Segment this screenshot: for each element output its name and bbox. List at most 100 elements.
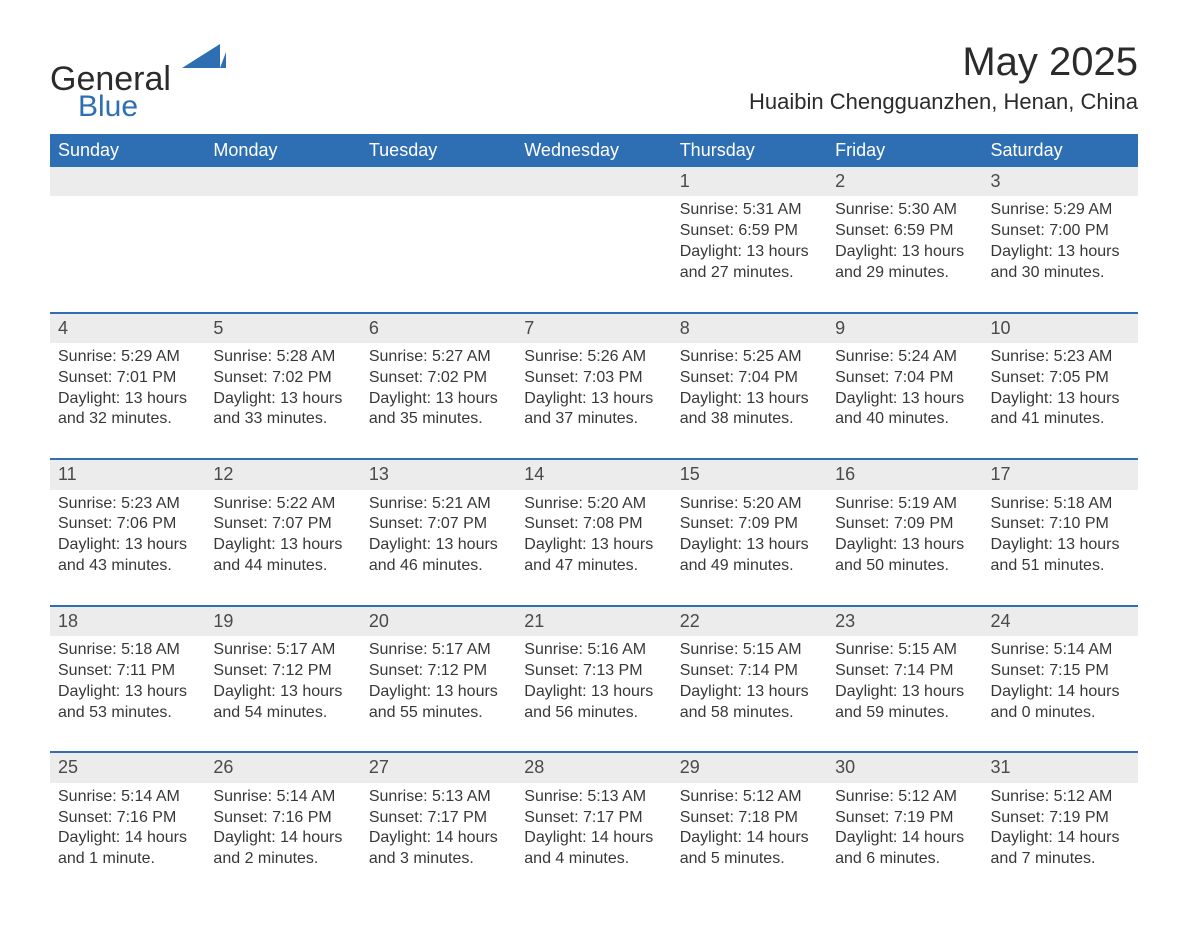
day-cell: Sunrise: 5:12 AMSunset: 7:19 PMDaylight:… bbox=[827, 783, 982, 880]
sunrise-text: Sunrise: 5:13 AM bbox=[524, 787, 663, 808]
daylight-text-2: and 6 minutes. bbox=[835, 849, 974, 870]
sunset-text: Sunset: 7:09 PM bbox=[835, 514, 974, 535]
day-cell: Sunrise: 5:29 AMSunset: 7:01 PMDaylight:… bbox=[50, 343, 205, 459]
day-cell bbox=[516, 196, 671, 312]
daylight-text-1: Daylight: 13 hours bbox=[524, 535, 663, 556]
header: General Blue May 2025 Huaibin Chengguanz… bbox=[50, 40, 1138, 122]
sunset-text: Sunset: 7:14 PM bbox=[835, 661, 974, 682]
sunrise-text: Sunrise: 5:17 AM bbox=[369, 640, 508, 661]
page-title: May 2025 bbox=[749, 40, 1138, 85]
title-block: May 2025 Huaibin Chengguanzhen, Henan, C… bbox=[749, 40, 1138, 115]
week-daynum-row: 11121314151617 bbox=[50, 459, 1138, 489]
sunset-text: Sunset: 7:07 PM bbox=[213, 514, 352, 535]
day-cell: Sunrise: 5:30 AMSunset: 6:59 PMDaylight:… bbox=[827, 196, 982, 312]
daylight-text-2: and 49 minutes. bbox=[680, 556, 819, 577]
daylight-text-2: and 0 minutes. bbox=[991, 703, 1130, 724]
sunrise-text: Sunrise: 5:18 AM bbox=[58, 640, 197, 661]
day-cell: Sunrise: 5:13 AMSunset: 7:17 PMDaylight:… bbox=[361, 783, 516, 880]
sunset-text: Sunset: 7:11 PM bbox=[58, 661, 197, 682]
day-cell: Sunrise: 5:20 AMSunset: 7:08 PMDaylight:… bbox=[516, 490, 671, 606]
sunrise-text: Sunrise: 5:29 AM bbox=[58, 347, 197, 368]
page: General Blue May 2025 Huaibin Chengguanz… bbox=[0, 0, 1188, 930]
daylight-text-2: and 56 minutes. bbox=[524, 703, 663, 724]
day-header: Thursday bbox=[672, 134, 827, 167]
day-number: 30 bbox=[827, 752, 982, 782]
day-cell: Sunrise: 5:28 AMSunset: 7:02 PMDaylight:… bbox=[205, 343, 360, 459]
daylight-text-2: and 54 minutes. bbox=[213, 703, 352, 724]
day-number: 13 bbox=[361, 459, 516, 489]
week-detail-row: Sunrise: 5:14 AMSunset: 7:16 PMDaylight:… bbox=[50, 783, 1138, 880]
sunset-text: Sunset: 7:15 PM bbox=[991, 661, 1130, 682]
day-number bbox=[516, 167, 671, 196]
sunrise-text: Sunrise: 5:15 AM bbox=[835, 640, 974, 661]
daylight-text-2: and 1 minute. bbox=[58, 849, 197, 870]
day-cell: Sunrise: 5:18 AMSunset: 7:10 PMDaylight:… bbox=[983, 490, 1138, 606]
day-cell bbox=[50, 196, 205, 312]
sunset-text: Sunset: 7:03 PM bbox=[524, 368, 663, 389]
daylight-text-1: Daylight: 13 hours bbox=[991, 389, 1130, 410]
brand-logo: General Blue bbox=[50, 40, 226, 122]
daylight-text-1: Daylight: 14 hours bbox=[680, 828, 819, 849]
sunrise-text: Sunrise: 5:14 AM bbox=[991, 640, 1130, 661]
sunrise-text: Sunrise: 5:17 AM bbox=[213, 640, 352, 661]
daylight-text-1: Daylight: 13 hours bbox=[835, 242, 974, 263]
daylight-text-2: and 44 minutes. bbox=[213, 556, 352, 577]
sunset-text: Sunset: 7:14 PM bbox=[680, 661, 819, 682]
daylight-text-1: Daylight: 13 hours bbox=[991, 535, 1130, 556]
sunrise-text: Sunrise: 5:14 AM bbox=[213, 787, 352, 808]
sunset-text: Sunset: 7:12 PM bbox=[213, 661, 352, 682]
day-number: 14 bbox=[516, 459, 671, 489]
sunset-text: Sunset: 7:00 PM bbox=[991, 221, 1130, 242]
daylight-text-2: and 59 minutes. bbox=[835, 703, 974, 724]
day-number bbox=[361, 167, 516, 196]
sunrise-text: Sunrise: 5:24 AM bbox=[835, 347, 974, 368]
day-cell: Sunrise: 5:25 AMSunset: 7:04 PMDaylight:… bbox=[672, 343, 827, 459]
day-number bbox=[50, 167, 205, 196]
day-number: 27 bbox=[361, 752, 516, 782]
daylight-text-1: Daylight: 13 hours bbox=[524, 389, 663, 410]
daylight-text-2: and 27 minutes. bbox=[680, 263, 819, 284]
day-number: 26 bbox=[205, 752, 360, 782]
day-number: 20 bbox=[361, 606, 516, 636]
day-cell: Sunrise: 5:21 AMSunset: 7:07 PMDaylight:… bbox=[361, 490, 516, 606]
sunrise-text: Sunrise: 5:18 AM bbox=[991, 494, 1130, 515]
sunrise-text: Sunrise: 5:12 AM bbox=[680, 787, 819, 808]
day-header: Monday bbox=[205, 134, 360, 167]
sunset-text: Sunset: 7:02 PM bbox=[369, 368, 508, 389]
day-header: Tuesday bbox=[361, 134, 516, 167]
day-cell: Sunrise: 5:14 AMSunset: 7:16 PMDaylight:… bbox=[50, 783, 205, 880]
day-number: 12 bbox=[205, 459, 360, 489]
day-cell: Sunrise: 5:26 AMSunset: 7:03 PMDaylight:… bbox=[516, 343, 671, 459]
daylight-text-1: Daylight: 13 hours bbox=[369, 535, 508, 556]
daylight-text-1: Daylight: 13 hours bbox=[213, 682, 352, 703]
daylight-text-1: Daylight: 13 hours bbox=[680, 389, 819, 410]
sunset-text: Sunset: 7:04 PM bbox=[680, 368, 819, 389]
sunset-text: Sunset: 7:08 PM bbox=[524, 514, 663, 535]
day-number bbox=[205, 167, 360, 196]
day-number: 25 bbox=[50, 752, 205, 782]
day-number: 7 bbox=[516, 313, 671, 343]
location-subtitle: Huaibin Chengguanzhen, Henan, China bbox=[749, 89, 1138, 115]
day-number: 28 bbox=[516, 752, 671, 782]
day-header: Wednesday bbox=[516, 134, 671, 167]
daylight-text-2: and 53 minutes. bbox=[58, 703, 197, 724]
daylight-text-2: and 58 minutes. bbox=[680, 703, 819, 724]
day-cell bbox=[205, 196, 360, 312]
sunrise-text: Sunrise: 5:16 AM bbox=[524, 640, 663, 661]
day-number: 21 bbox=[516, 606, 671, 636]
sunrise-text: Sunrise: 5:20 AM bbox=[680, 494, 819, 515]
day-number: 9 bbox=[827, 313, 982, 343]
sunset-text: Sunset: 7:17 PM bbox=[524, 808, 663, 829]
day-cell: Sunrise: 5:18 AMSunset: 7:11 PMDaylight:… bbox=[50, 636, 205, 752]
day-cell: Sunrise: 5:15 AMSunset: 7:14 PMDaylight:… bbox=[827, 636, 982, 752]
daylight-text-2: and 47 minutes. bbox=[524, 556, 663, 577]
week-daynum-row: 18192021222324 bbox=[50, 606, 1138, 636]
sunset-text: Sunset: 7:04 PM bbox=[835, 368, 974, 389]
sunrise-text: Sunrise: 5:23 AM bbox=[991, 347, 1130, 368]
day-number: 11 bbox=[50, 459, 205, 489]
sunrise-text: Sunrise: 5:29 AM bbox=[991, 200, 1130, 221]
day-number: 5 bbox=[205, 313, 360, 343]
day-header: Saturday bbox=[983, 134, 1138, 167]
sunrise-text: Sunrise: 5:12 AM bbox=[835, 787, 974, 808]
day-cell: Sunrise: 5:19 AMSunset: 7:09 PMDaylight:… bbox=[827, 490, 982, 606]
